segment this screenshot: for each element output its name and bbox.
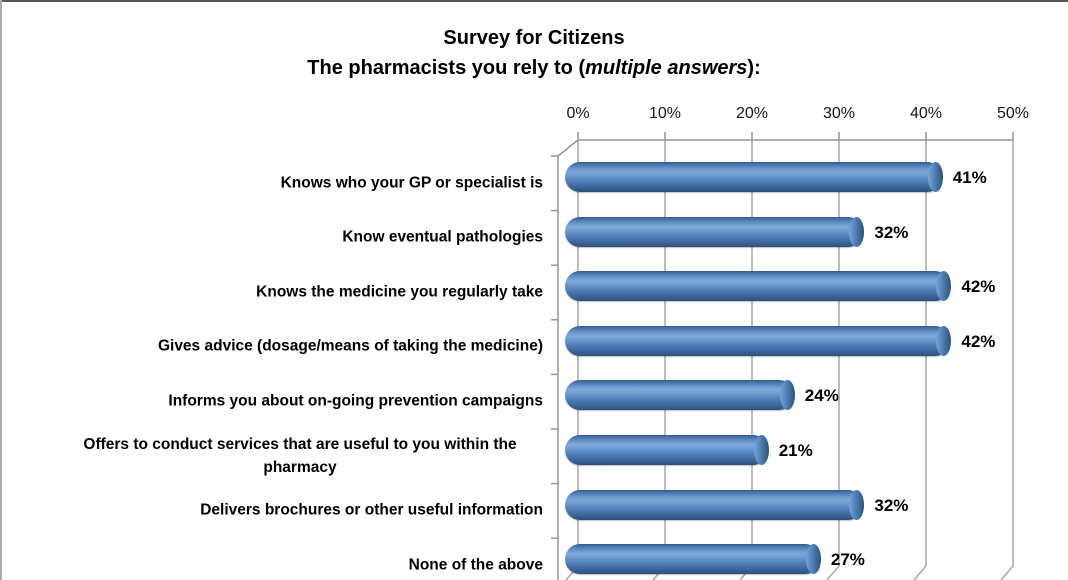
- value-axis-tick-label: 0%: [566, 105, 590, 122]
- chart-title-line1: Survey for Citizens: [443, 27, 625, 49]
- value-axis-tick-label: 30%: [822, 105, 856, 122]
- bar-value-label: 42%: [961, 331, 996, 351]
- bar-value-label: 32%: [874, 222, 909, 242]
- gridline: [1000, 140, 1014, 580]
- bar-end-cap: [936, 325, 952, 356]
- chart-title-line2-suffix: ):: [747, 57, 761, 79]
- category-label: Offers to conduct services that are usef…: [83, 435, 517, 476]
- bar-value-label: 32%: [874, 495, 909, 515]
- chart-title: Survey for Citizens The pharmacists you …: [0, 23, 1068, 83]
- bar: [565, 216, 865, 247]
- chart-title-line2-prefix: The pharmacists you rely to (: [307, 57, 586, 79]
- category-label: Gives advice (dosage/means of taking the…: [157, 337, 543, 355]
- category-label: Delivers brochures or other useful infor…: [200, 501, 543, 519]
- value-axis-tick-label: 50%: [996, 105, 1030, 122]
- bar-value-label: 24%: [804, 386, 839, 406]
- bar: [565, 544, 821, 575]
- bar: [565, 380, 795, 411]
- bar-value-label: 27%: [830, 550, 865, 570]
- bar-end-cap: [927, 162, 943, 192]
- value-axis-tick-label: 40%: [909, 105, 943, 122]
- value-axis-tick-label: 20%: [735, 105, 769, 122]
- bar: [565, 325, 952, 356]
- chart-border-top: [0, 0, 1068, 2]
- bar-end-cap: [849, 216, 865, 247]
- bar-value-label: 41%: [952, 168, 987, 187]
- chart-title-line2: The pharmacists you rely to (multiple an…: [0, 53, 1068, 83]
- bar-end-cap: [779, 380, 795, 411]
- category-label: Knows who your GP or specialist is: [280, 174, 543, 191]
- category-label: Knows the medicine you regularly take: [256, 283, 543, 301]
- bar-value-label: 42%: [961, 277, 996, 297]
- bar: [565, 271, 952, 302]
- bar: [565, 435, 769, 465]
- gridline: [913, 140, 927, 580]
- bar: [565, 162, 943, 192]
- chart-border-left: [0, 0, 2, 580]
- category-label: Informs you about on-going prevention ca…: [168, 392, 543, 410]
- category-label: None of the above: [408, 556, 543, 574]
- bar-end-cap: [849, 489, 865, 520]
- category-label: Know eventual pathologies: [342, 228, 543, 246]
- bar-end-cap: [936, 271, 952, 302]
- value-axis-tick-label: 10%: [648, 105, 682, 122]
- chart-title-line2-italic: multiple answers: [585, 57, 748, 79]
- bar-end-cap: [753, 435, 769, 465]
- bar: [565, 489, 865, 520]
- plot-wall-depth-edge: [557, 139, 579, 157]
- bar-value-label: 21%: [778, 441, 813, 460]
- bar-end-cap: [805, 544, 821, 575]
